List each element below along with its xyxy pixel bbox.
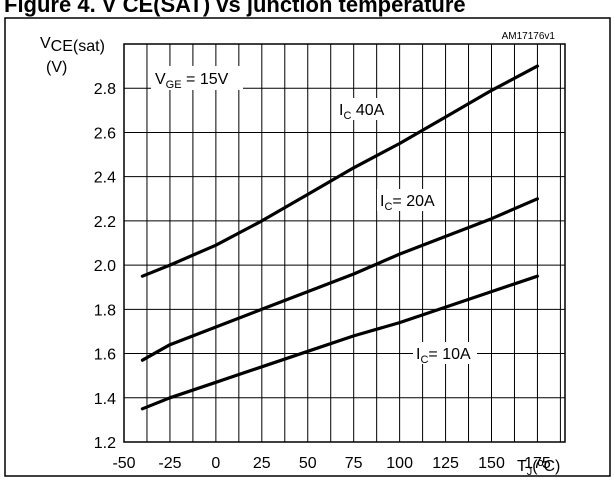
tick-labels: -50 -25 0 25 50 75 100 125 150 175 1.2 1.4 1.6 1.8 2.0… xyxy=(94,81,551,472)
x-tick-label: 0 xyxy=(211,455,220,472)
y-tick-label: 2.0 xyxy=(94,258,116,275)
condition-main: V xyxy=(155,71,166,88)
figure-title: Figure 4. V CE(SAT) vs junction temperat… xyxy=(4,0,466,17)
x-tick-label: 150 xyxy=(478,455,505,472)
series-layer xyxy=(140,64,540,411)
series-label-40a: IC 40A xyxy=(339,102,385,122)
x-axis-label-unit: (ºC) xyxy=(532,458,560,475)
x-axis-label-sub: J xyxy=(527,466,533,478)
series-label-10a-sub: C xyxy=(420,354,428,366)
grid xyxy=(124,44,565,442)
series-label-20a: IC= 20A xyxy=(380,193,435,213)
plot-frame xyxy=(123,43,566,443)
x-axis-label: TJ(ºC) xyxy=(517,458,560,478)
y-tick-label: 2.4 xyxy=(94,170,116,187)
y-tick-label: 2.2 xyxy=(94,214,116,231)
series-label-40a-bg xyxy=(336,98,392,120)
y-tick-label: 1.8 xyxy=(94,302,116,319)
series-label-40a-value: 40A xyxy=(351,102,384,119)
y-tick-label: 2.8 xyxy=(94,81,116,98)
x-tick-label: 100 xyxy=(386,455,413,472)
x-tick-label: 175 xyxy=(524,455,551,472)
series-label-10a: IC= 10A xyxy=(416,346,471,366)
series-label-20a-value: = 20A xyxy=(392,193,435,210)
condition-sub: GE xyxy=(166,79,182,91)
series-label-40a-main: I xyxy=(339,102,343,119)
series-label-20a-main: I xyxy=(380,193,384,210)
y-axis-unit: (V) xyxy=(46,59,67,76)
condition-label: VGE = 15V xyxy=(155,71,229,91)
x-tick-label: -50 xyxy=(112,455,135,472)
y-axis-label-sub: CE(sat) xyxy=(51,38,105,55)
figure-border xyxy=(4,17,611,477)
x-tick-label: 75 xyxy=(345,455,363,472)
series-label-20a-bg xyxy=(377,189,442,211)
x-axis-label-main: T xyxy=(517,458,527,475)
series-label-10a-value: = 10A xyxy=(428,346,471,363)
x-tick-label: 50 xyxy=(299,455,317,472)
figure-title-strip: Figure 4. V CE(SAT) vs junction temperat… xyxy=(0,0,615,18)
x-tick-label: 25 xyxy=(253,455,271,472)
series-line-10a xyxy=(140,274,540,411)
x-tick-label: 125 xyxy=(432,455,459,472)
x-tick-label: -25 xyxy=(158,455,181,472)
condition-value: = 15V xyxy=(182,71,229,88)
condition-label-bg xyxy=(151,66,243,90)
series-label-20a-sub: C xyxy=(384,201,392,213)
y-tick-label: 1.6 xyxy=(94,347,116,364)
y-tick-label: 1.2 xyxy=(94,435,116,452)
series-label-10a-main: I xyxy=(416,346,420,363)
series-line-40a xyxy=(140,64,540,278)
series-label-10a-bg xyxy=(413,342,477,364)
series-label-40a-sub: C xyxy=(343,110,351,122)
y-axis-label-main: V xyxy=(40,35,51,52)
y-tick-label: 1.4 xyxy=(94,391,116,408)
figure-code: AM17176v1 xyxy=(502,31,556,42)
y-tick-label: 2.6 xyxy=(94,125,116,142)
y-axis-label: VCE(sat) xyxy=(40,35,105,55)
series-line-20a xyxy=(140,197,540,362)
